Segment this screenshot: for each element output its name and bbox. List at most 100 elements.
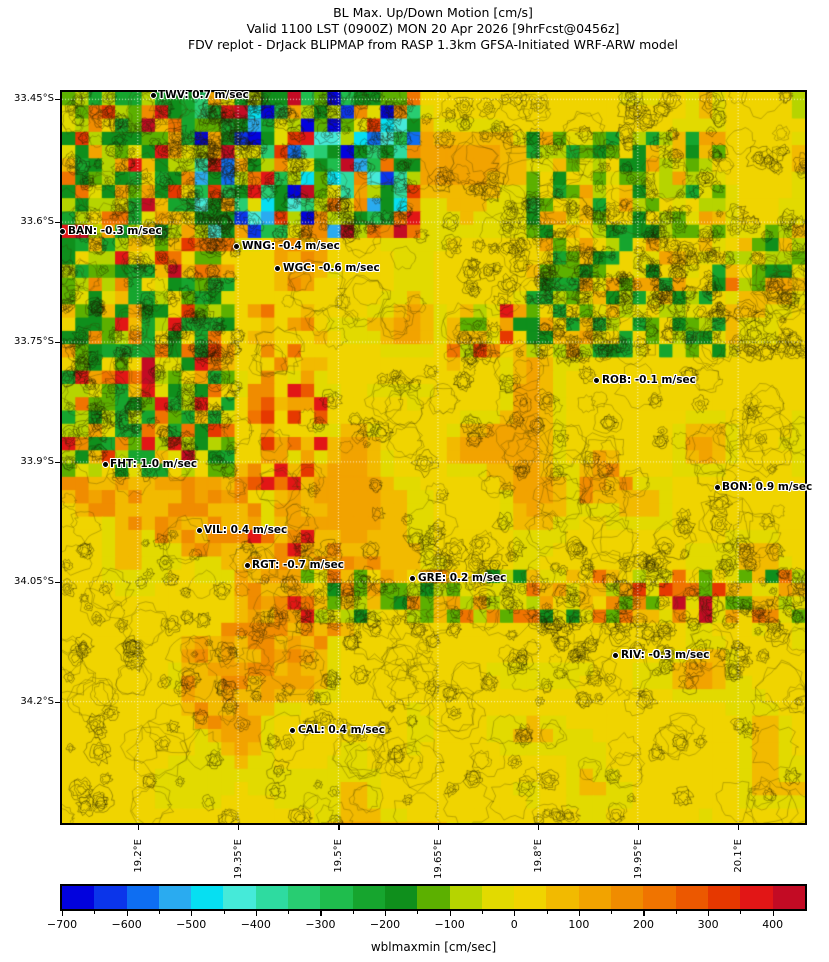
colorbar-major-tick [514,911,516,916]
colorbar-major-tick [191,911,193,916]
x-tick-label-text: 19.95°E [632,839,644,879]
station-dot-VIL [195,527,203,535]
colorbar-segment [772,886,805,909]
colorbar-segment [611,886,644,909]
colorbar-major-tick [255,911,257,916]
station-label-CAL: CAL: 0.4 m/sec [297,723,385,736]
y-tick-label: 33.75°S [14,336,54,347]
colorbar-minor-tick [546,911,548,914]
y-tick-label: 33.9°S [20,455,54,467]
x-tick-mark [538,825,540,830]
y-tick-mark [55,581,60,583]
x-tick-label-text: 19.35°E [233,839,245,879]
y-tick-mark [55,342,60,344]
colorbar-minor-tick [352,911,354,914]
colorbar-segment [288,886,321,909]
colorbar-segment [352,886,385,909]
x-tick-label-text: 19.5°E [333,839,345,873]
station-dot-WGC [274,264,282,272]
station-label-RIV: RIV: -0.3 m/sec [620,649,710,662]
x-tick-label-text: 19.2°E [132,839,144,873]
x-tick-label: 19.5°E [332,833,366,873]
station-label-WGC: WGC: -0.6 m/sec [282,261,380,274]
station-dot-CAL [289,726,297,734]
station-label-BAN: BAN: -0.3 m/sec [67,225,162,238]
colorbar-major-tick [320,911,322,916]
station-dot-WNG [233,242,241,250]
colorbar-minor-tick [94,911,96,914]
colorbar-label: wblmaxmin [cm/sec] [370,940,497,954]
x-tick-label-text: 19.8°E [533,839,545,873]
colorbar-tick-label: 200 [632,918,654,931]
station-label-WNG: WNG: -0.4 m/sec [241,239,340,252]
colorbar-segment [546,886,579,909]
y-tick-label: 33.6°S [20,216,54,228]
colorbar-segment [255,886,289,909]
x-tick-label: 19.35°E [232,833,272,879]
colorbar-minor-tick [288,911,290,914]
station-label-RGT: RGT: -0.7 m/sec [252,559,344,572]
y-tick-label: 34.05°S [14,575,54,587]
plot-valid-time: Valid 1100 LST (0900Z) MON 20 Apr 2026 [… [246,21,620,36]
station-label-VIL: VIL: 0.4 m/sec [204,524,288,537]
colorbar-segment [384,886,418,909]
colorbar-minor-tick [481,911,483,914]
colorbar-segment [740,886,773,909]
y-tick-mark [55,701,60,703]
colorbar-major-tick [772,911,774,916]
colorbar-segment [158,886,192,909]
x-tick-label: 19.65°E [432,833,472,879]
colorbar-minor-tick [740,911,742,914]
colorbar-segment [449,886,482,909]
x-tick-label: 19.95°E [632,833,672,879]
station-label-TWV: TWV: 0.7 m/sec [158,88,249,101]
terrain-heatmap-canvas [62,92,805,823]
x-tick-label-text: 19.65°E [432,839,444,879]
station-dot-RIV [612,652,620,660]
colorbar-segment [62,886,95,909]
colorbar-major-tick [708,911,710,916]
station-dot-BON [713,484,721,492]
colorbar-minor-tick [611,911,613,914]
colorbar-minor-tick [223,911,225,914]
x-tick-label: 19.2°E [132,833,166,873]
colorbar-tick-label: 0 [510,918,518,931]
figure-titles: BL Max. Up/Down Motion [cm/s] Valid 1100… [43,5,823,53]
colorbar-segment [320,886,353,909]
station-label-GRE: GRE: 0.2 m/sec [417,572,507,585]
colorbar-tick-label: 100 [568,918,590,931]
map-plot-area: TWV: 0.7 m/sec BAN: -0.3 m/sec WNG: -0.4 m… [59,88,812,825]
colorbar-major-tick [643,911,645,916]
colorbar-major-tick [126,911,128,916]
y-tick-mark [55,99,60,101]
colorbar-tick-label: 300 [697,918,719,931]
colorbar-tick-label: −100 [434,918,465,931]
x-tick-mark [738,825,740,830]
colorbar-segment [417,886,450,909]
x-tick-mark [437,825,440,830]
station-dot-TWV [149,91,157,99]
y-tick-label: 33.45°S [14,93,54,105]
colorbar-segment [126,886,159,909]
colorbar-major-tick [62,911,64,916]
colorbar-minor-tick [158,911,160,914]
plot-title: BL Max. Up/Down Motion [cm/s] [333,5,533,20]
colorbar-segment [707,886,741,909]
y-tick-label: 34.2°S [20,695,54,707]
plot-model-caption: FDV replot - DrJack BLIPMAP from RASP 1.… [187,37,679,52]
station-dot-ROB [593,377,601,385]
colorbar-minor-tick [417,911,419,914]
colorbar-tick-label: 400 [762,918,784,931]
station-dot-FHT [101,460,109,468]
colorbar-tick-label: −700 [46,918,78,931]
x-tick-mark [137,825,139,830]
y-tick-mark [55,461,60,464]
colorbar [60,884,807,911]
station-dot-RGT [243,562,251,570]
colorbar-segment [94,886,127,909]
colorbar-segment [643,886,676,909]
x-tick-mark [238,825,240,830]
station-label-FHT: FHT: 1.0 m/sec [110,457,198,470]
colorbar-segment [481,886,515,909]
